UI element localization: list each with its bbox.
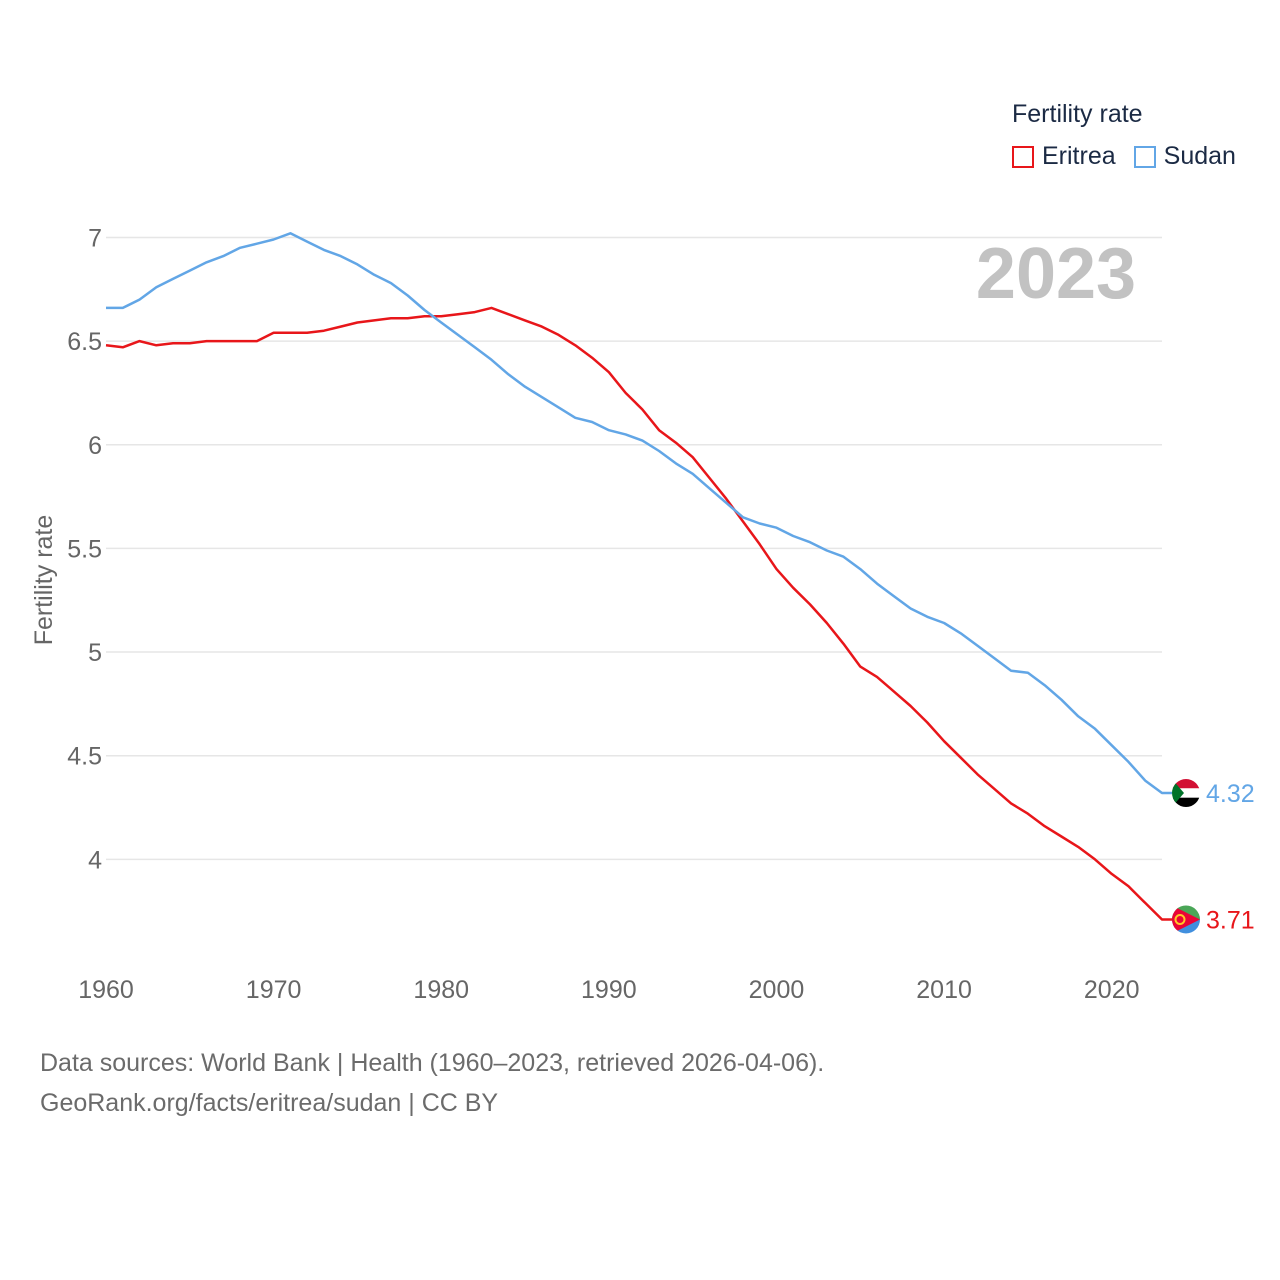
x-tick-label: 1980 [413, 976, 469, 1004]
y-tick-label: 5.5 [67, 535, 102, 563]
x-tick-label: 2000 [749, 976, 805, 1004]
eritrea-flag-icon [1172, 905, 1200, 934]
x-tick-labels: 1960 1970 1980 1990 2000 2010 2020 [78, 976, 1139, 1004]
x-tick-label: 1960 [78, 976, 134, 1004]
legend: Eritrea Sudan [1012, 142, 1254, 171]
x-tick-label: 2020 [1084, 976, 1140, 1004]
y-tick-label: 4 [88, 846, 102, 874]
legend-swatch-eritrea [1012, 145, 1034, 168]
source-line-1: Data sources: World Bank | Health (1960–… [40, 1049, 825, 1077]
x-tick-label: 2010 [916, 976, 972, 1004]
legend-item-sudan[interactable]: Sudan [1133, 142, 1236, 171]
y-tick-label: 5 [88, 639, 102, 667]
series-line-sudan [106, 232, 1186, 795]
legend-label-sudan: Sudan [1163, 142, 1236, 170]
y-tick-label: 6.5 [67, 328, 102, 356]
series-lines [105, 232, 1186, 921]
legend-swatch-sudan [1133, 145, 1156, 168]
y-axis-label: Fertility rate [30, 515, 58, 646]
end-value-label-sudan: 4.32 [1206, 780, 1255, 808]
grid-lines [106, 236, 1162, 861]
year-watermark: 2023 [976, 234, 1136, 314]
source-line-2[interactable]: GeoRank.org/facts/eritrea/sudan | CC BY [40, 1089, 499, 1117]
end-markers: 3.71 4.32 [1172, 779, 1255, 934]
legend-label-eritrea: Eritrea [1042, 142, 1116, 170]
series-line-eritrea [105, 306, 1186, 921]
legend-item-eritrea[interactable]: Eritrea [1012, 142, 1116, 171]
x-tick-label: 1990 [581, 976, 637, 1004]
y-tick-label: 4.5 [67, 743, 102, 771]
x-tick-label: 1970 [246, 976, 302, 1004]
end-value-label-eritrea: 3.71 [1206, 906, 1255, 934]
sudan-flag-icon [1172, 779, 1200, 808]
y-tick-labels: 4 4.5 5 5.5 6 6.5 7 [67, 224, 102, 874]
source-note: Data sources: World Bank | Health (1960–… [40, 1043, 824, 1123]
legend-title: Fertility rate [1012, 100, 1143, 128]
y-tick-label: 6 [88, 432, 102, 460]
y-tick-label: 7 [88, 224, 102, 252]
